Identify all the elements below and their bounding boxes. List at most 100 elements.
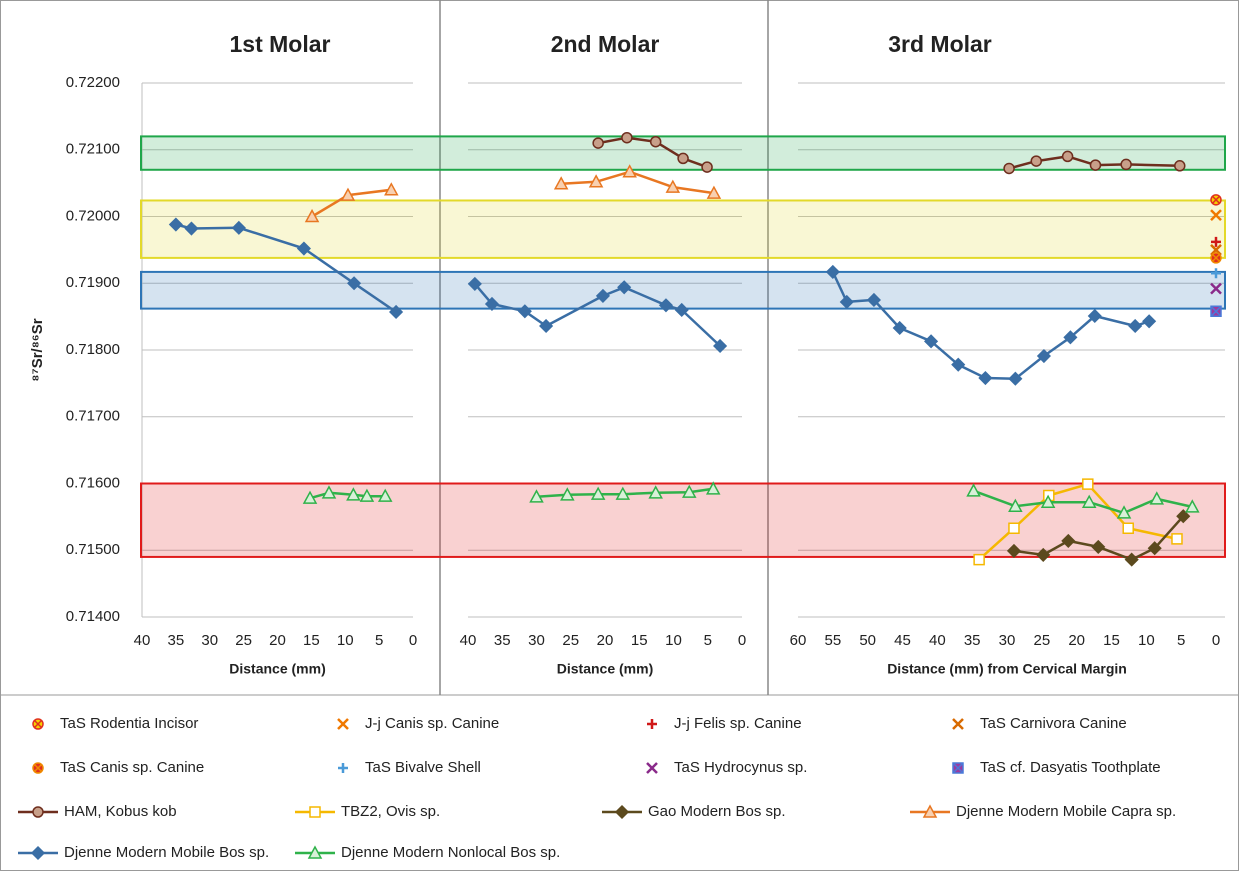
legend-marker <box>614 804 630 820</box>
x-tick-label: 30 <box>201 632 218 649</box>
point-marker <box>539 318 554 334</box>
point-marker <box>617 280 632 295</box>
point-marker <box>1087 308 1102 324</box>
x-tick-label: 40 <box>134 632 151 649</box>
point-marker <box>467 276 482 291</box>
point-marker <box>1091 539 1106 554</box>
point-marker <box>1008 498 1023 512</box>
y-tick-label: 0.71500 <box>66 541 120 558</box>
y-tick-label: 0.71700 <box>66 408 120 425</box>
legend-marker <box>922 804 938 818</box>
reference-band <box>140 482 1226 558</box>
x-tick-label: 10 <box>1138 632 1155 649</box>
x-tick-label: 40 <box>460 632 477 649</box>
point-marker <box>1061 533 1076 548</box>
point-marker <box>590 486 606 500</box>
x-tick-label: 55 <box>824 632 841 649</box>
point-marker <box>951 357 966 372</box>
point-marker <box>1147 541 1162 556</box>
x-axis-label: Distance (mm) <box>229 661 325 677</box>
legend-label: TaS Canis sp. Canine <box>60 759 204 776</box>
point-marker <box>1211 268 1221 279</box>
x-tick-label: 15 <box>1103 632 1120 649</box>
point-marker <box>1128 318 1143 334</box>
y-tick-label: 0.72200 <box>66 74 120 91</box>
point-marker <box>706 185 722 199</box>
point-marker <box>1211 236 1221 247</box>
point-marker <box>1149 491 1165 505</box>
point-marker <box>1036 348 1051 364</box>
point-marker <box>1116 505 1132 519</box>
point-marker <box>924 334 939 349</box>
point-marker <box>649 136 662 148</box>
x-tick-label: 15 <box>631 632 648 649</box>
x-tick-label: 5 <box>375 632 383 649</box>
point-marker <box>1089 159 1102 171</box>
x-tick-label: 35 <box>494 632 511 649</box>
y-tick-label: 0.72100 <box>66 141 120 158</box>
x-tick-label: 25 <box>1033 632 1050 649</box>
point-marker <box>1142 314 1157 329</box>
point-marker <box>340 187 356 201</box>
x-tick-label: 35 <box>964 632 981 649</box>
point-marker <box>621 132 633 144</box>
legend-marker <box>647 719 657 729</box>
panel-title: 3rd Molar <box>888 31 992 57</box>
point-marker <box>484 296 500 312</box>
x-tick-label: 10 <box>665 632 682 649</box>
legend-label: J-j Felis sp. Canine <box>674 715 802 732</box>
legend-marker <box>952 718 964 730</box>
legend-marker <box>32 762 44 774</box>
point-marker <box>553 176 569 190</box>
y-tick-label: 0.71900 <box>66 274 120 291</box>
point-marker <box>658 298 674 313</box>
legend-marker <box>338 763 348 773</box>
point-marker <box>588 174 604 188</box>
legend-label: TaS Hydrocynus sp. <box>674 759 807 776</box>
point-marker <box>622 164 637 178</box>
point-marker <box>1063 330 1078 345</box>
panel-title: 1st Molar <box>230 31 331 57</box>
x-tick-label: 60 <box>790 632 807 649</box>
point-marker <box>1210 282 1222 295</box>
x-tick-label: 5 <box>1177 632 1185 649</box>
legend-label: J-j Canis sp. Canine <box>365 715 499 732</box>
point-marker <box>966 483 981 497</box>
point-marker <box>978 370 993 386</box>
y-tick-label: 0.71800 <box>66 341 120 358</box>
point-marker <box>825 264 840 279</box>
y-axis-label: ⁸⁷Sr/⁸⁶Sr <box>29 318 46 381</box>
x-tick-label: 50 <box>859 632 876 649</box>
x-tick-label: 20 <box>1068 632 1085 649</box>
point-marker <box>302 490 318 504</box>
y-tick-label: 0.71400 <box>66 608 120 625</box>
point-marker <box>1081 494 1097 508</box>
point-marker <box>1008 522 1020 534</box>
point-marker <box>304 208 320 223</box>
point-marker <box>615 486 631 500</box>
point-marker <box>1006 543 1022 558</box>
panel-title: 2nd Molar <box>551 31 660 57</box>
point-marker <box>1210 252 1222 264</box>
point-marker <box>1040 494 1056 508</box>
legend-label: TaS cf. Dasyatis Toothplate <box>980 759 1161 776</box>
point-marker <box>346 276 362 291</box>
x-tick-label: 15 <box>303 632 320 649</box>
x-tick-label: 45 <box>894 632 911 649</box>
point-marker <box>892 320 907 336</box>
x-tick-label: 0 <box>738 632 746 649</box>
point-marker <box>321 485 337 499</box>
point-marker <box>231 220 246 235</box>
point-marker <box>648 485 663 499</box>
legend-label: Djenne Modern Nonlocal Bos sp. <box>341 844 560 861</box>
point-marker <box>1008 371 1023 386</box>
point-marker <box>973 553 985 566</box>
x-axis-label: Distance (mm) from Cervical Margin <box>887 661 1127 677</box>
x-tick-label: 20 <box>269 632 286 649</box>
point-marker <box>1082 478 1094 490</box>
x-axis-label: Distance (mm) <box>557 661 653 677</box>
point-marker <box>681 484 697 498</box>
x-tick-label: 5 <box>704 632 712 649</box>
